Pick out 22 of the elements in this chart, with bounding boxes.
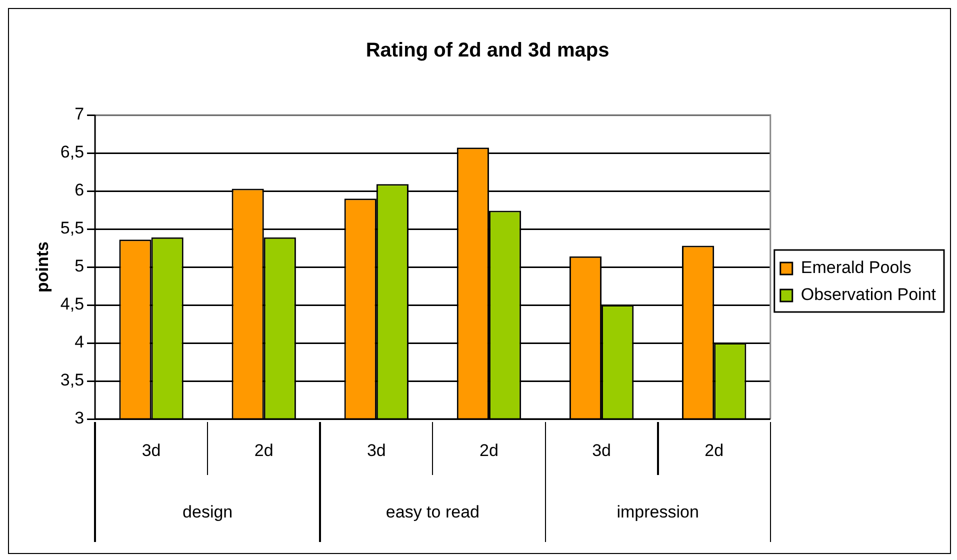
legend-label: Observation Point: [800, 285, 936, 304]
x-tick-label: 3d: [592, 440, 611, 460]
y-tick-label: 3: [74, 408, 84, 428]
y-tick-label: 5,5: [60, 218, 84, 238]
text: easy to read: [386, 502, 480, 522]
y-tick-label: 6: [74, 180, 84, 200]
y-tick-label: 4,5: [60, 294, 84, 314]
y-tick-label: 6,5: [60, 142, 84, 162]
text: impression: [616, 502, 699, 522]
y-tick-label: 5: [74, 256, 84, 276]
x-tick-label: 3d: [142, 440, 161, 460]
x-tick-label: 2d: [254, 440, 274, 460]
y-axis-title: points: [32, 242, 52, 292]
x-tick-label: 2d: [704, 440, 724, 460]
y-tick-label: 4: [74, 332, 84, 352]
x-tick-label: 2d: [480, 440, 498, 460]
y-tick-label: 3,5: [60, 370, 84, 390]
text: design: [182, 502, 233, 522]
x-tick-label: 3d: [366, 440, 386, 460]
y-tick-label: 7: [74, 104, 84, 124]
chart-title: Rating of 2d and 3d maps: [366, 40, 610, 62]
legend-label: Emerald Pools: [800, 258, 912, 278]
